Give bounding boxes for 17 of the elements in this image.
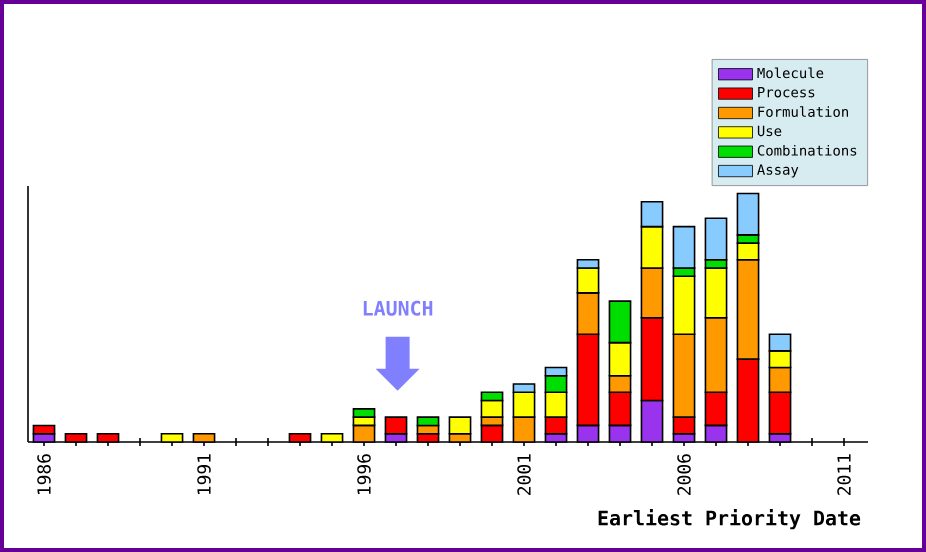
x-tick-label: 2001 <box>517 454 531 495</box>
bar <box>352 408 376 418</box>
x-tick-label: 2011 <box>837 454 851 495</box>
x-tick-label: 1996 <box>357 454 371 495</box>
x-tick-label: 2006 <box>677 454 691 495</box>
x-axis-title: Earliest Priority Date <box>598 509 861 530</box>
annotation: LAUNCH <box>363 300 433 316</box>
bar <box>448 416 472 435</box>
x-tick-label: 1986 <box>37 454 51 495</box>
bar <box>384 416 408 435</box>
bar <box>736 192 760 236</box>
bar <box>672 225 696 269</box>
bar <box>32 424 56 435</box>
bar <box>704 217 728 261</box>
bar <box>416 416 440 427</box>
bar <box>480 399 504 418</box>
x-tick-label: 1991 <box>197 454 211 495</box>
